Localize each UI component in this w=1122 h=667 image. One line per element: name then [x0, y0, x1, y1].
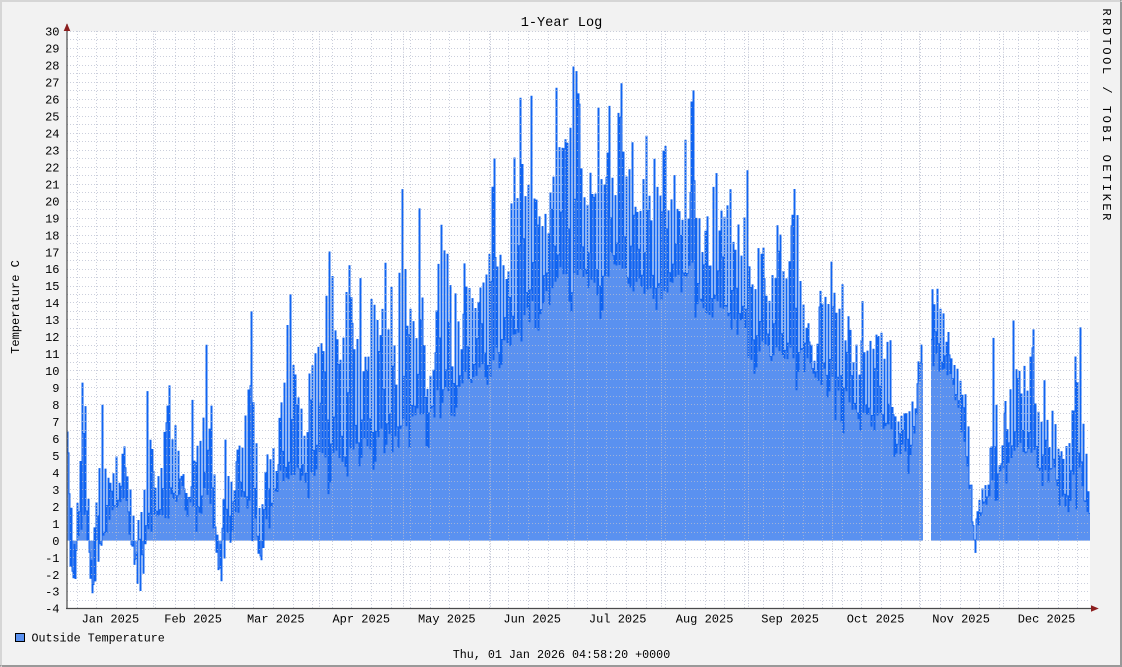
svg-text:1-Year Log: 1-Year Log [521, 16, 603, 31]
svg-text:25: 25 [45, 111, 59, 125]
svg-text:15: 15 [45, 280, 59, 294]
svg-text:1: 1 [52, 518, 59, 532]
svg-text:Temperature C: Temperature C [9, 260, 23, 354]
svg-text:Thu, 01 Jan 2026 04:58:20 +000: Thu, 01 Jan 2026 04:58:20 +0000 [453, 648, 670, 662]
svg-text:5: 5 [52, 450, 59, 464]
svg-text:RRDTOOL / TOBI OETIKER: RRDTOOL / TOBI OETIKER [1099, 8, 1113, 223]
svg-text:May 2025: May 2025 [418, 613, 476, 627]
svg-text:-4: -4 [45, 603, 59, 617]
svg-text:6: 6 [52, 433, 59, 447]
svg-text:2: 2 [52, 501, 59, 515]
svg-text:27: 27 [45, 77, 59, 91]
svg-text:7: 7 [52, 416, 59, 430]
svg-text:Oct 2025: Oct 2025 [847, 613, 905, 627]
svg-text:21: 21 [45, 178, 59, 192]
svg-text:-1: -1 [45, 552, 59, 566]
svg-text:14: 14 [45, 297, 59, 311]
svg-text:Jun 2025: Jun 2025 [503, 613, 561, 627]
svg-text:-3: -3 [45, 586, 59, 600]
svg-text:29: 29 [45, 43, 59, 57]
svg-text:10: 10 [45, 365, 59, 379]
svg-text:Nov 2025: Nov 2025 [932, 613, 990, 627]
svg-text:Apr 2025: Apr 2025 [332, 613, 390, 627]
svg-text:4: 4 [52, 467, 59, 481]
svg-text:-2: -2 [45, 569, 59, 583]
svg-text:22: 22 [45, 161, 59, 175]
svg-text:26: 26 [45, 94, 59, 108]
svg-text:Outside Temperature: Outside Temperature [32, 632, 165, 646]
svg-text:Mar 2025: Mar 2025 [247, 613, 305, 627]
svg-text:18: 18 [45, 229, 59, 243]
svg-text:Feb 2025: Feb 2025 [164, 613, 222, 627]
svg-text:Sep 2025: Sep 2025 [761, 613, 819, 627]
svg-text:16: 16 [45, 263, 59, 277]
svg-text:11: 11 [45, 348, 59, 362]
svg-text:17: 17 [45, 246, 59, 260]
svg-text:Jul 2025: Jul 2025 [589, 613, 647, 627]
svg-text:0: 0 [52, 535, 59, 549]
svg-text:3: 3 [52, 484, 59, 498]
svg-text:19: 19 [45, 212, 59, 226]
svg-text:9: 9 [52, 382, 59, 396]
svg-text:13: 13 [45, 314, 59, 328]
svg-text:12: 12 [45, 331, 59, 345]
svg-text:Jan 2025: Jan 2025 [82, 613, 140, 627]
svg-text:20: 20 [45, 195, 59, 209]
svg-text:30: 30 [45, 26, 59, 40]
svg-text:24: 24 [45, 127, 59, 141]
svg-text:Dec 2025: Dec 2025 [1018, 613, 1076, 627]
svg-text:28: 28 [45, 60, 59, 74]
svg-text:8: 8 [52, 399, 59, 413]
svg-text:Aug 2025: Aug 2025 [676, 613, 734, 627]
svg-text:23: 23 [45, 144, 59, 158]
